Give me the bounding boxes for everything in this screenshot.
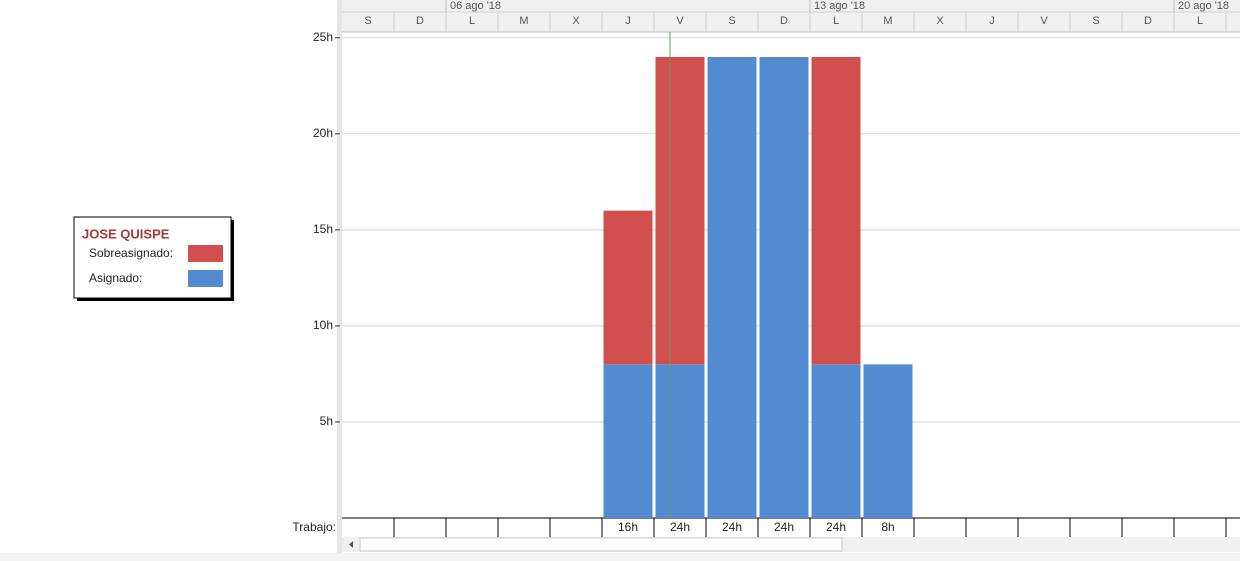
x-tick-label: L — [833, 15, 839, 27]
row-value: 24h — [722, 520, 742, 534]
x-tick-label: J — [989, 15, 995, 27]
x-tick-label: X — [572, 15, 580, 27]
x-tick-label: V — [1040, 15, 1048, 27]
x-tick-label: L — [1197, 15, 1203, 27]
x-tick-label: D — [780, 15, 788, 27]
x-tick-label: J — [625, 15, 631, 27]
x-tick-label: L — [469, 15, 475, 27]
x-tick-label: X — [936, 15, 944, 27]
row-value: 8h — [881, 520, 894, 534]
x-tick-label: S — [1092, 15, 1099, 27]
x-tick-label: M — [883, 15, 892, 27]
scroll-thumb[interactable] — [359, 537, 843, 552]
row-value: 16h — [618, 520, 638, 534]
x-tick-label: D — [1144, 15, 1152, 27]
timescale-header — [342, 0, 1240, 32]
week-label: 13 ago '18 — [814, 0, 865, 12]
bar — [655, 56, 705, 365]
y-tick-label: 5h — [320, 414, 333, 428]
row-value: 24h — [774, 520, 794, 534]
legend-label: Asignado: — [89, 271, 142, 285]
x-tick-label: D — [416, 15, 424, 27]
row-label: Trabajo: — [292, 520, 336, 534]
x-tick-label: S — [364, 15, 371, 27]
bar — [707, 56, 757, 519]
x-tick-label: V — [676, 15, 684, 27]
week-label: 06 ago '18 — [450, 0, 501, 12]
bar — [811, 56, 861, 365]
scroll-left[interactable] — [349, 541, 353, 548]
y-tick-label: 15h — [313, 222, 333, 236]
bar — [863, 364, 913, 518]
row-value: 24h — [826, 520, 846, 534]
legend-label: Sobreasignado: — [89, 246, 173, 260]
legend-swatch — [188, 270, 223, 287]
x-tick-label: S — [728, 15, 735, 27]
legend-title: JOSE QUISPE — [82, 226, 170, 241]
row-value: 24h — [670, 520, 690, 534]
x-tick-label: M — [519, 15, 528, 27]
week-label: 20 ago '18 — [1178, 0, 1229, 12]
bar — [811, 364, 861, 518]
pane-splitter — [337, 0, 342, 553]
bar — [603, 210, 653, 365]
y-tick-label: 10h — [313, 318, 333, 332]
legend-swatch — [188, 245, 223, 262]
legend: JOSE QUISPE Sobreasignado: Asignado: — [73, 216, 234, 301]
y-tick-label: 25h — [313, 30, 333, 44]
bar — [759, 56, 809, 519]
y-tick-label: 20h — [313, 126, 333, 140]
bar — [655, 364, 705, 518]
status-bar — [0, 553, 1240, 561]
bar — [603, 364, 653, 518]
